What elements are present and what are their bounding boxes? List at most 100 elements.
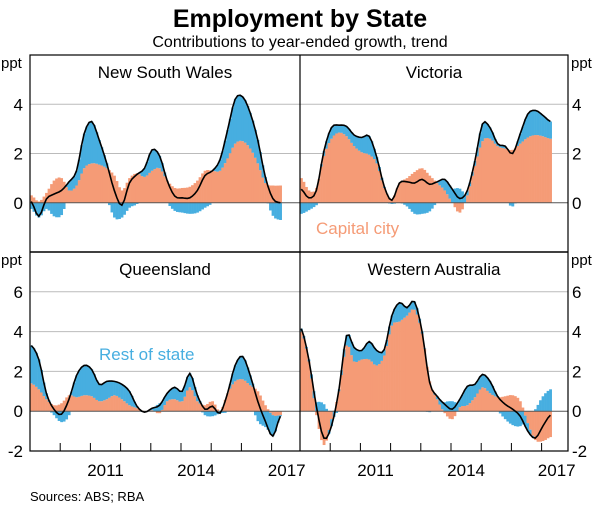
rest-of-state-bar (370, 141, 374, 157)
rest-of-state-bar (238, 95, 242, 141)
rest-of-state-bar (481, 123, 485, 142)
rest-of-state-bar (72, 382, 76, 397)
capital-city-bar (140, 176, 144, 203)
rest-of-state-bar (175, 202, 179, 212)
rest-of-state-bar (133, 202, 136, 206)
y-tick-label: 4 (572, 323, 581, 342)
capital-city-bar (183, 187, 187, 203)
capital-city-bar (466, 405, 469, 412)
rest-of-state-bar (241, 356, 245, 380)
capital-city-bar (380, 180, 384, 203)
capital-city-bar (198, 403, 202, 412)
capital-city-bar (405, 178, 409, 203)
rest-of-state-bar (541, 396, 545, 412)
capital-city-bar (335, 133, 339, 203)
capital-city-bar (327, 143, 331, 203)
rest-of-state-bar (87, 366, 91, 396)
rest-of-state-bar (85, 126, 89, 166)
capital-city-bar (95, 399, 99, 412)
capital-city-bar (506, 395, 510, 412)
rest-of-state-bar (511, 411, 515, 426)
capital-city-bar (317, 178, 321, 203)
capital-city-bar (413, 309, 417, 412)
capital-city-bar (216, 409, 220, 412)
rest-of-state-bar (357, 137, 361, 151)
rest-of-state-bar (340, 125, 344, 133)
capital-city-bar (415, 170, 419, 203)
capital-city-bar (188, 387, 192, 412)
capital-city-bar (261, 400, 265, 412)
capital-city-bar (35, 386, 38, 412)
capital-city-bar (385, 193, 389, 203)
rest-of-state-bar (181, 202, 184, 213)
capital-city-bar (355, 148, 359, 203)
rest-of-state-bar (113, 202, 116, 218)
rest-of-state-bar (274, 415, 277, 432)
capital-city-bar (375, 163, 379, 203)
capital-city-bar (72, 396, 76, 412)
capital-city-bar (443, 411, 447, 414)
rest-of-state-bar (221, 151, 225, 168)
rest-of-state-bar (256, 411, 260, 422)
capital-city-bar (523, 411, 527, 416)
capital-city-bar (330, 138, 334, 203)
capital-city-bar (178, 188, 182, 203)
rest-of-state-bar (206, 202, 209, 207)
capital-city-bar (511, 395, 515, 412)
rest-of-state-bar (70, 179, 74, 191)
rest-of-state-bar (35, 202, 38, 216)
rest-of-state-bar (65, 411, 69, 420)
capital-city-bar (440, 187, 444, 203)
rest-of-state-bar (216, 164, 220, 172)
capital-city-bar (433, 180, 437, 203)
capital-city-bar (85, 395, 89, 412)
capital-city-bar (236, 141, 240, 203)
rest-of-state-bar (226, 130, 230, 159)
capital-city-bar (453, 411, 457, 417)
capital-city-bar (347, 139, 351, 203)
capital-city-bar (133, 407, 136, 412)
capital-city-bar (35, 200, 38, 203)
rest-of-state-bar (123, 386, 126, 402)
capital-city-bar (246, 383, 250, 412)
rest-of-state-bar (463, 389, 467, 406)
capital-city-bar (203, 170, 207, 203)
rest-of-state-bar (201, 411, 204, 413)
capital-city-bar (70, 190, 74, 203)
rest-of-state-bar (521, 411, 525, 425)
capital-city-bar (350, 142, 354, 203)
rest-of-state-bar (445, 181, 449, 195)
capital-city-bar (476, 156, 479, 203)
capital-city-bar (246, 145, 250, 203)
capital-city-bar (415, 314, 419, 412)
rest-of-state-bar (451, 401, 454, 412)
rest-of-state-bar (160, 163, 164, 172)
capital-city-bar (483, 138, 487, 203)
capital-city-bar (233, 143, 237, 203)
capital-city-bar (90, 163, 94, 203)
panel-title: New South Wales (98, 63, 232, 82)
capital-city-bar (378, 364, 381, 412)
capital-city-bar (501, 148, 505, 203)
capital-city-bar (206, 403, 209, 412)
capital-city-bar (181, 187, 184, 203)
rest-of-state-bar (544, 117, 547, 138)
rest-of-state-bar (516, 411, 520, 427)
capital-city-bar (85, 165, 89, 203)
capital-city-bar (370, 156, 374, 203)
capital-city-bar (238, 379, 242, 412)
y-axis-unit: ppt (1, 252, 23, 269)
capital-city-bar (438, 404, 442, 412)
capital-city-bar (367, 359, 371, 412)
capital-city-bar (433, 394, 437, 412)
rest-of-state-bar (493, 391, 497, 397)
capital-city-bar (483, 388, 487, 412)
rest-of-state-bar (105, 381, 109, 400)
capital-city-bar (50, 403, 53, 412)
rest-of-state-bar (266, 411, 270, 430)
rest-of-state-bar (357, 350, 361, 361)
total-employment-line (30, 94, 281, 218)
rest-of-state-bar (57, 411, 61, 421)
rest-of-state-bar (123, 202, 126, 215)
capital-city-bar (186, 187, 189, 203)
